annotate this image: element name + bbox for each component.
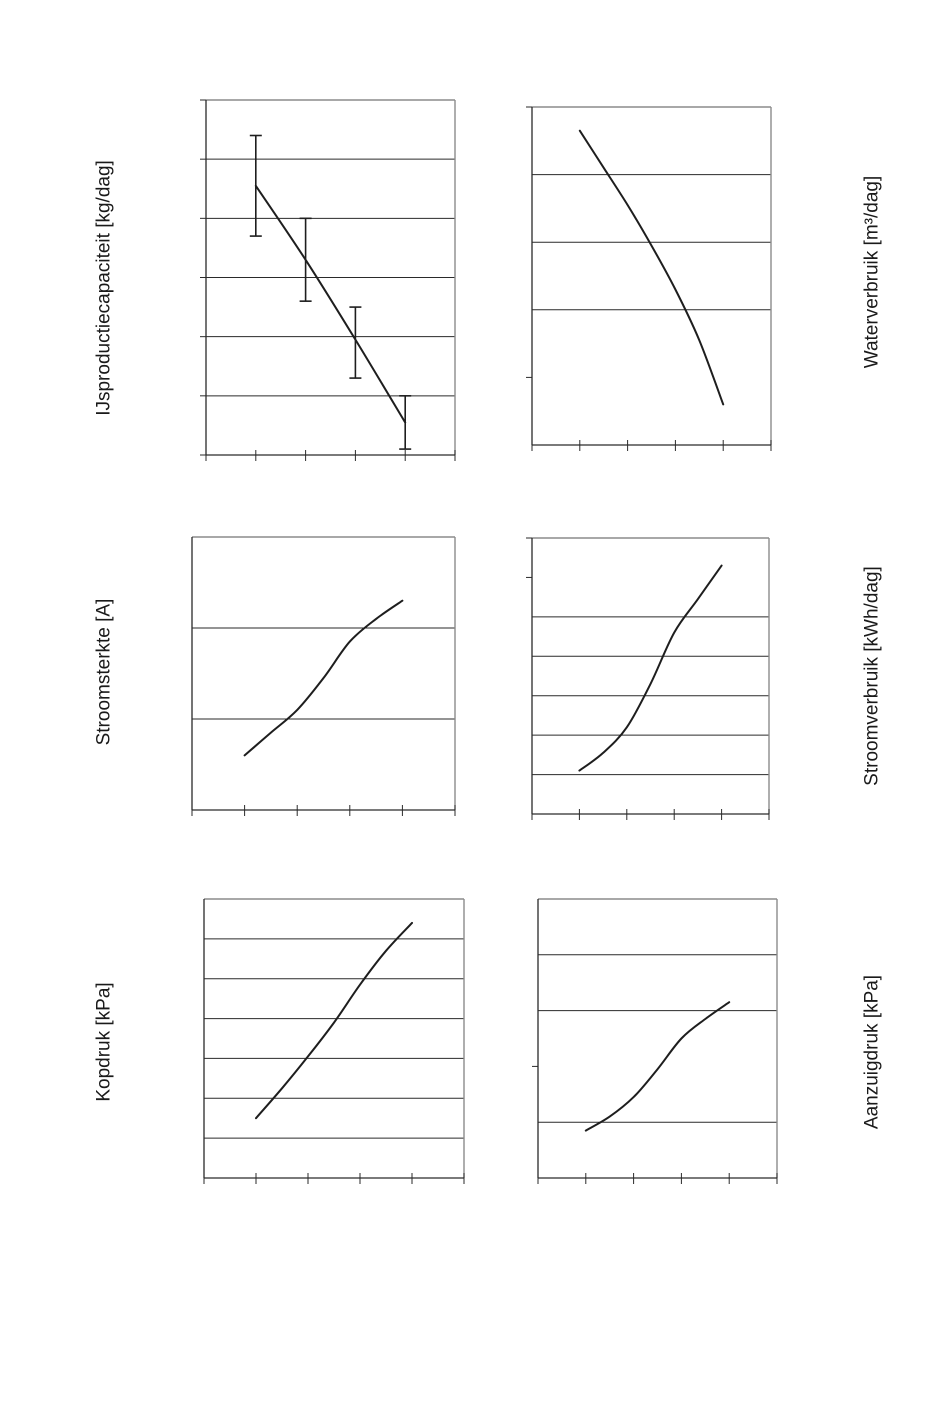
y-axis-label: Waterverbruik [m³/dag] bbox=[862, 176, 883, 369]
y-axis-label: Stroomsterkte [A] bbox=[94, 599, 115, 746]
chart-panel-6: Aanzuigdruk [kPa] bbox=[532, 898, 883, 1184]
series-line bbox=[584, 1001, 731, 1132]
series-line bbox=[254, 184, 407, 424]
chart-panel-5: Kopdruk [kPa] bbox=[94, 898, 465, 1184]
chart-panel-1: IJsproductiecapaciteit [kg/dag] bbox=[94, 99, 456, 461]
chart-panel-4: Stroomverbruik [kWh/dag] bbox=[526, 537, 883, 820]
chart-panel-2: Waterverbruik [m³/dag] bbox=[526, 106, 883, 451]
y-axis-label: IJsproductiecapaciteit [kg/dag] bbox=[94, 160, 115, 416]
chart-panel-3: Stroomsterkte [A] bbox=[94, 536, 456, 816]
y-axis-label: Aanzuigdruk [kPa] bbox=[862, 975, 883, 1129]
y-axis-label: Kopdruk [kPa] bbox=[94, 982, 115, 1101]
series-line bbox=[243, 599, 404, 757]
y-axis-label: Stroomverbruik [kWh/dag] bbox=[862, 566, 883, 786]
series-line bbox=[578, 129, 725, 406]
series-line bbox=[578, 564, 723, 772]
series-line bbox=[255, 921, 413, 1120]
